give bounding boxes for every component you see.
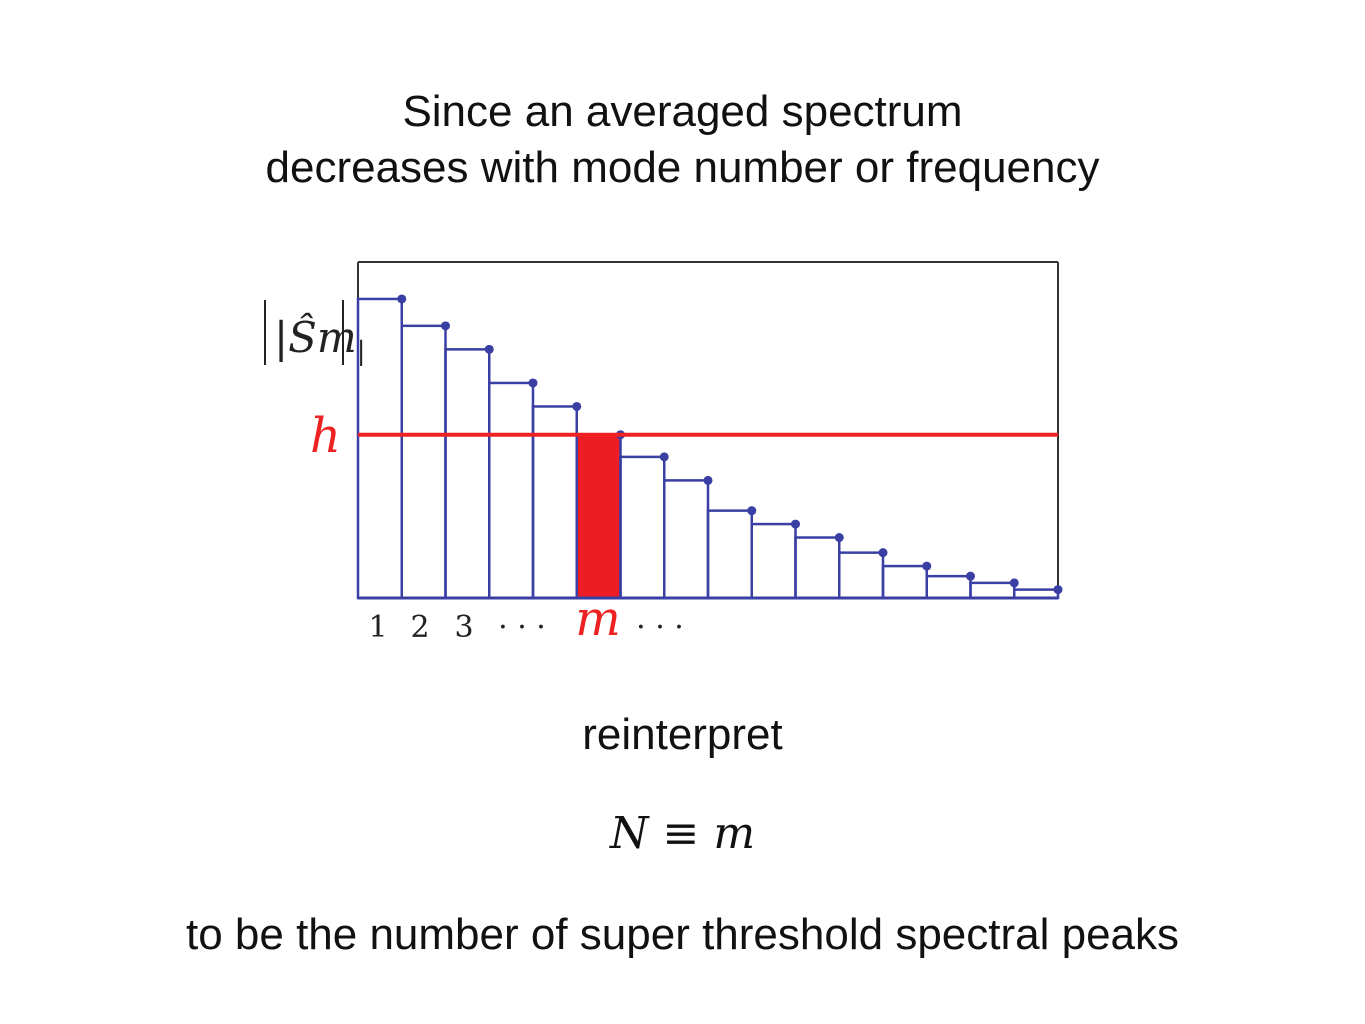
bar-point xyxy=(878,548,888,558)
bar xyxy=(925,574,972,600)
x-tick-label: m xyxy=(575,591,621,647)
y-axis-label-subscript: | xyxy=(357,337,366,367)
bar xyxy=(444,348,491,600)
bar-point xyxy=(1053,585,1063,595)
bar xyxy=(706,509,753,600)
bar xyxy=(750,522,797,600)
equation: N ≡ m xyxy=(0,808,1365,859)
bar-point xyxy=(747,506,757,516)
bar xyxy=(619,455,666,600)
bar-point xyxy=(966,571,975,581)
bar-point xyxy=(397,294,407,304)
bar-point xyxy=(703,475,713,485)
bar-point xyxy=(484,344,494,354)
bar-point xyxy=(659,452,669,462)
bar-point xyxy=(572,401,582,411)
bar xyxy=(400,324,447,600)
bar xyxy=(794,536,841,600)
bar-point xyxy=(791,519,800,529)
spectrum-chart: |Ŝm| h 1 2 3 · · · m · · · xyxy=(264,261,1063,647)
bar-point xyxy=(834,533,844,543)
bar-point xyxy=(1009,578,1019,588)
equation-rhs: m xyxy=(713,808,756,859)
reinterpret-text: reinterpret xyxy=(582,710,783,759)
bar xyxy=(881,564,928,600)
equation-lhs: N xyxy=(609,808,649,859)
x-tick-label: · · · xyxy=(636,610,684,645)
threshold-label: h xyxy=(310,408,341,464)
bar xyxy=(488,381,535,600)
x-tick-label: 3 xyxy=(454,610,473,645)
bar xyxy=(838,551,885,600)
y-axis-label: |Ŝm| xyxy=(274,312,366,367)
highlight-bar xyxy=(576,434,621,598)
x-tick-label: 2 xyxy=(410,610,429,645)
title-line-1: Since an averaged spectrum xyxy=(402,87,963,136)
bar-point xyxy=(922,561,932,571)
bar xyxy=(663,479,710,600)
bar-point xyxy=(528,378,538,388)
bar xyxy=(969,581,1016,600)
x-tick-label: 1 xyxy=(368,610,387,645)
x-tick-label: · · · xyxy=(498,610,546,645)
bar-point xyxy=(441,321,450,331)
title-line-2: decreases with mode number or frequency xyxy=(265,143,1100,192)
bottom-text: to be the number of super threshold spec… xyxy=(185,910,1180,959)
equation-operator: ≡ xyxy=(662,808,700,859)
